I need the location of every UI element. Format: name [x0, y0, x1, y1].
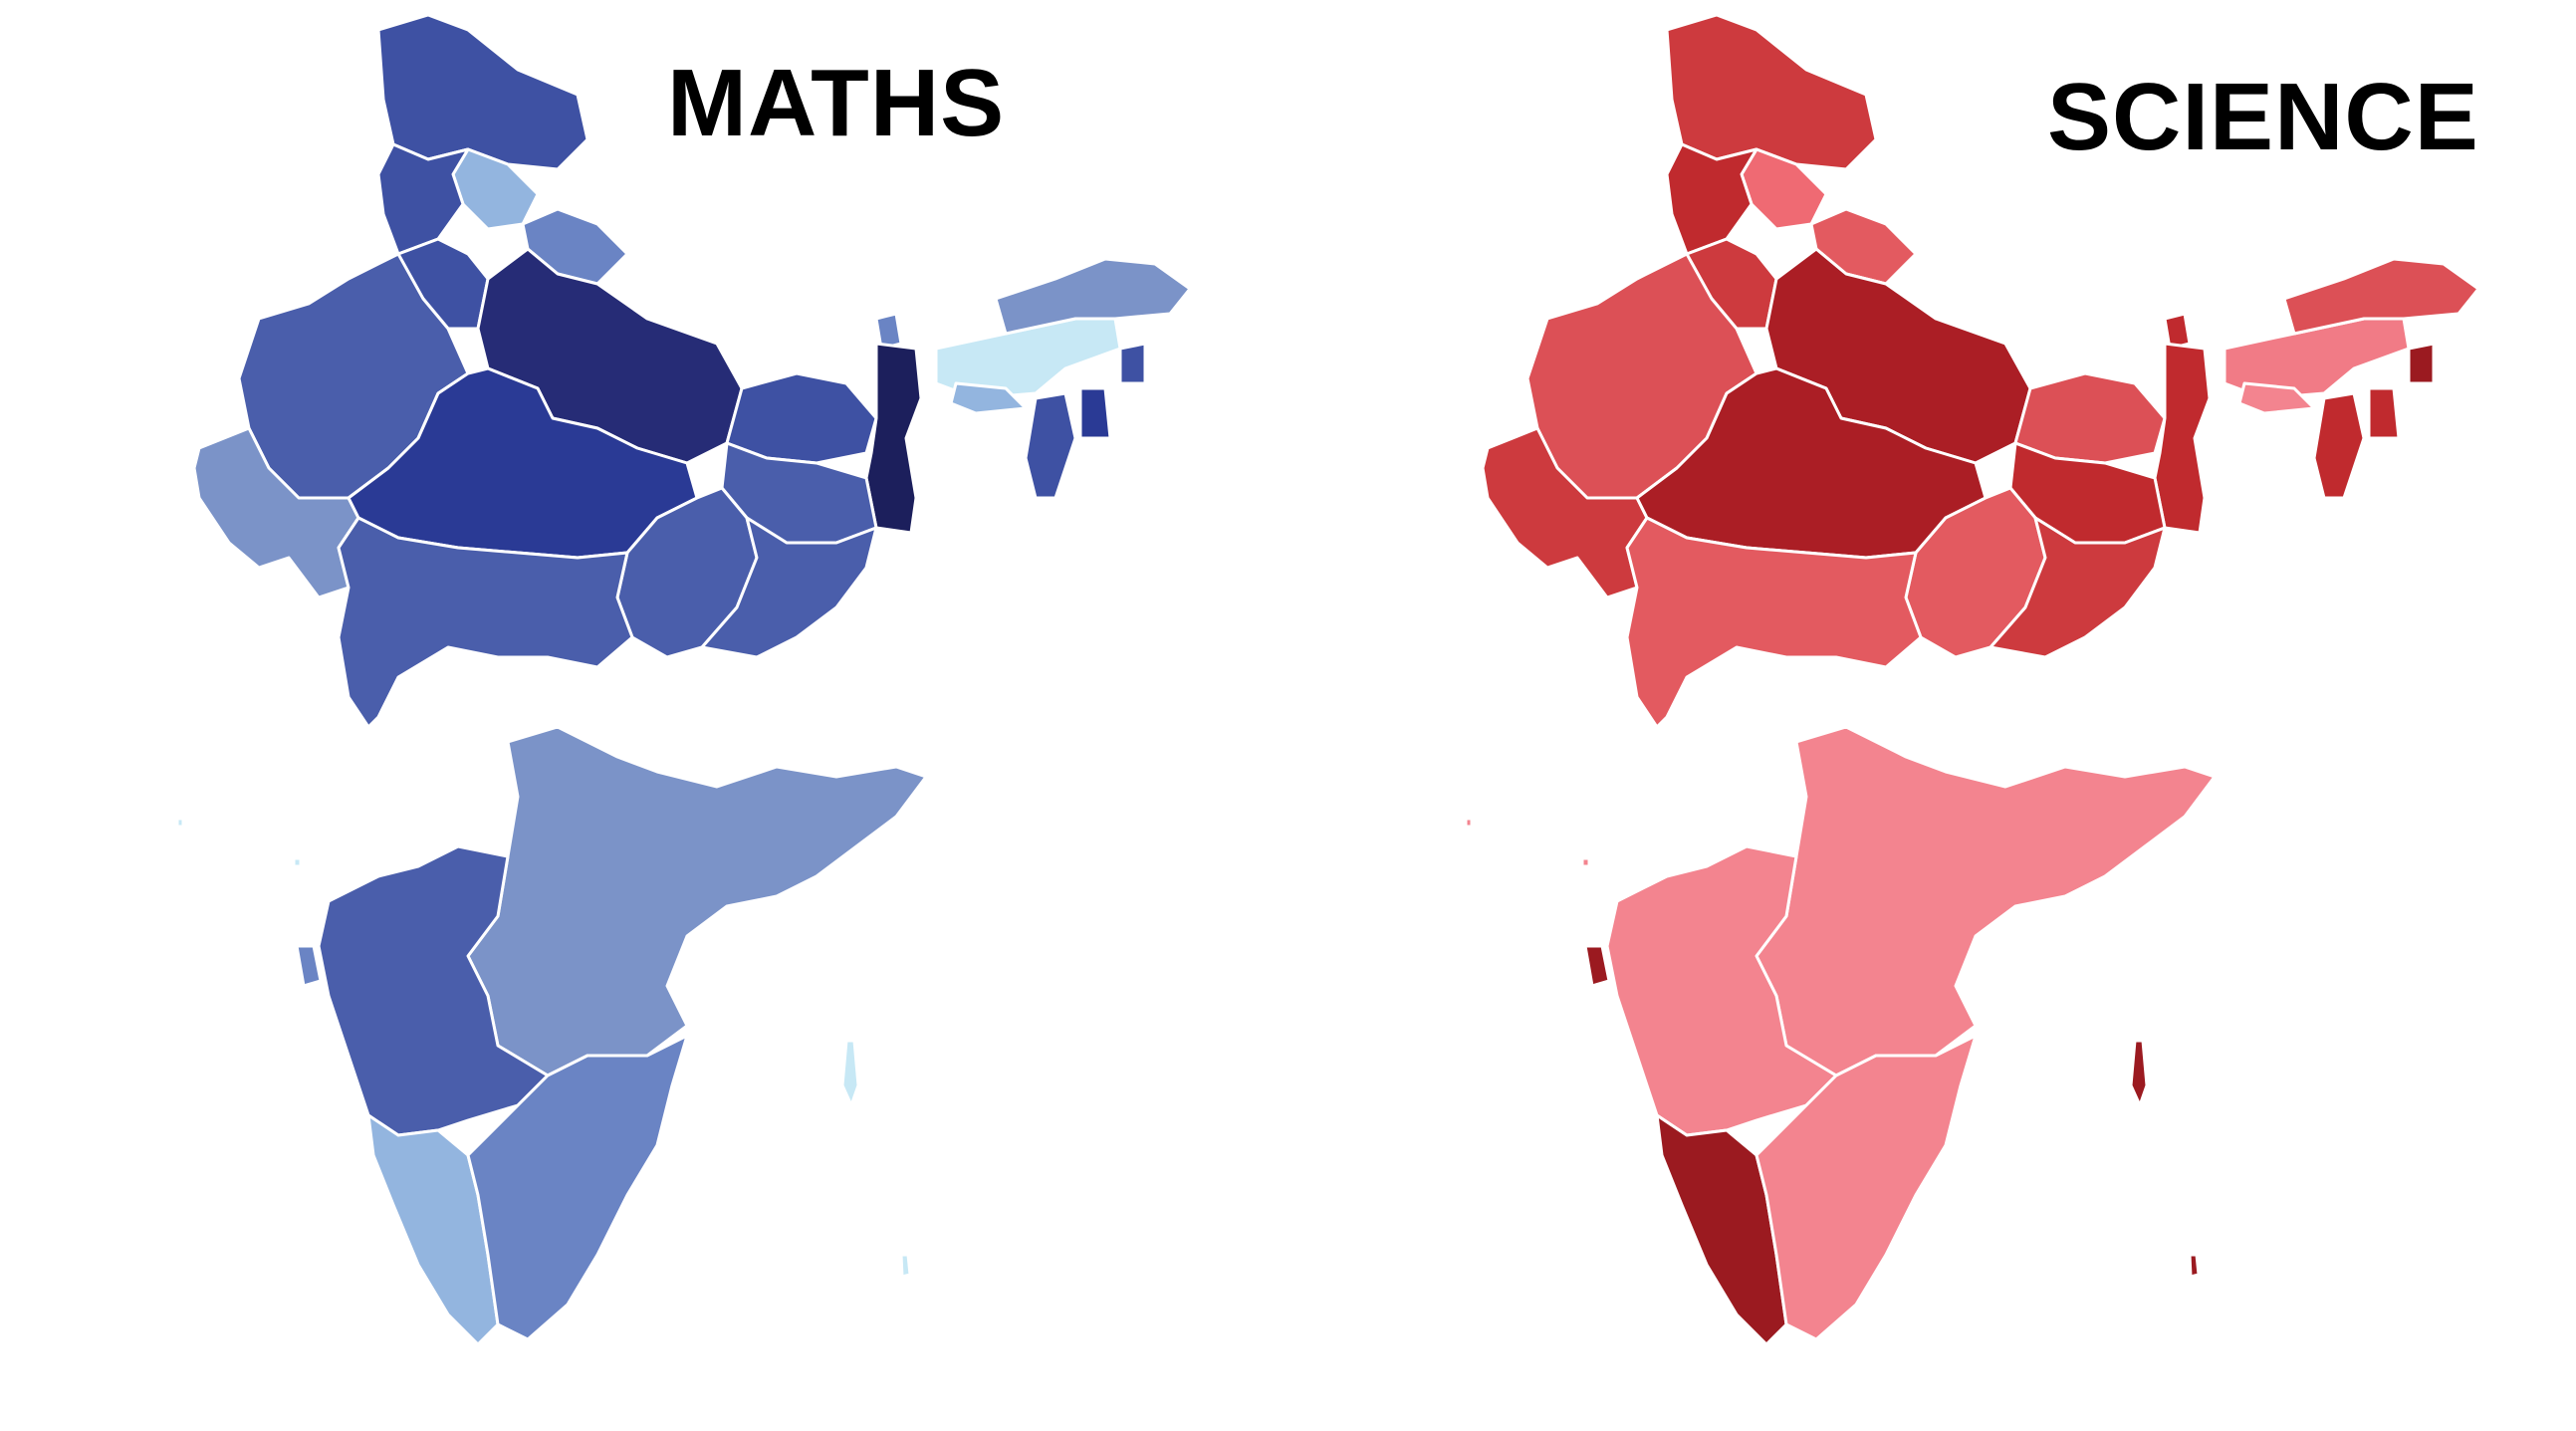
maths-region-bihar	[725, 371, 878, 465]
science-region-tamil-nadu	[1755, 1034, 1978, 1341]
maths-region-manipur	[1078, 386, 1112, 440]
science-region-west-bengal	[2153, 342, 2212, 535]
maths-region-nagaland	[1118, 342, 1147, 385]
science-region-jammu-kashmir	[1665, 13, 1878, 171]
maths-region-odisha	[700, 516, 878, 659]
science-region-lakshadweep	[1464, 817, 1591, 868]
maths-map-panel: MATHS	[175, 13, 1192, 1346]
maths-region-andaman-nicobar	[840, 1039, 912, 1279]
science-region-manipur	[2367, 386, 2401, 440]
science-map-panel: SCIENCE	[1288, 0, 2576, 1431]
maths-region-tamil-nadu	[466, 1034, 689, 1341]
science-region-odisha	[1989, 516, 2167, 659]
maths-region-maharashtra	[337, 516, 634, 729]
maths-region-mizoram-tripura	[1024, 391, 1077, 500]
maths-region-meghalaya	[949, 381, 1028, 415]
science-region-arunachal-pradesh	[2282, 257, 2480, 336]
science-region-nagaland	[2407, 342, 2436, 385]
science-region-meghalaya	[2237, 381, 2316, 415]
science-region-sikkim	[2163, 312, 2192, 351]
maths-region-goa	[295, 944, 323, 988]
science-region-andaman-nicobar	[2129, 1039, 2201, 1279]
science-title: SCIENCE	[2047, 64, 2479, 170]
science-region-goa	[1583, 944, 1611, 988]
maths-region-lakshadweep	[175, 817, 303, 868]
maths-region-arunachal-pradesh	[994, 257, 1192, 336]
science-region-mizoram-tripura	[2312, 391, 2366, 500]
science-region-maharashtra	[1625, 516, 1923, 729]
maths-region-west-bengal	[864, 342, 923, 535]
maths-region-punjab	[376, 142, 470, 256]
science-regions	[1464, 13, 2480, 1346]
maths-title: MATHS	[667, 50, 1006, 156]
maths-region-jammu-kashmir	[376, 13, 589, 171]
maths-region-andhra-telangana	[466, 725, 928, 1077]
science-region-andhra-telangana	[1755, 725, 2217, 1077]
maths-region-sikkim	[874, 312, 903, 351]
science-region-bihar	[2013, 371, 2167, 465]
maths-regions	[175, 13, 1192, 1346]
science-region-punjab	[1665, 142, 1758, 256]
maths-choropleth-map	[175, 13, 1192, 1346]
science-choropleth-map	[1464, 13, 2480, 1346]
